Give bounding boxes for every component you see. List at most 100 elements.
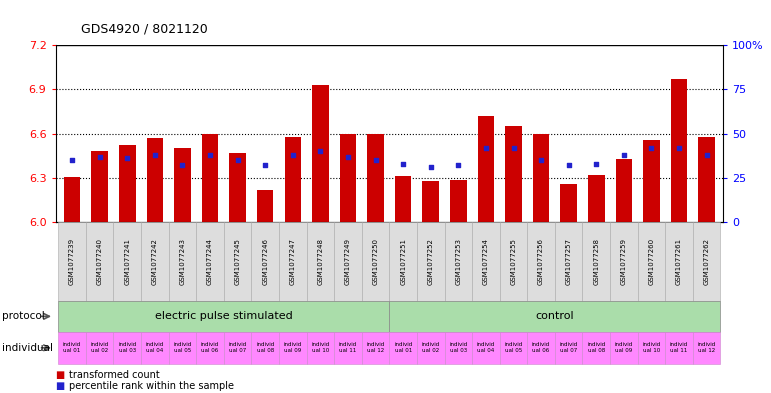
- Text: GSM1077248: GSM1077248: [318, 238, 323, 285]
- Bar: [119, 145, 136, 222]
- Point: [315, 148, 327, 154]
- Point: [287, 152, 299, 158]
- Text: individ
ual 09: individ ual 09: [614, 342, 633, 353]
- Point: [452, 162, 464, 169]
- Text: percentile rank within the sample: percentile rank within the sample: [69, 381, 234, 391]
- Text: GSM1077251: GSM1077251: [400, 238, 406, 285]
- Text: GSM1077252: GSM1077252: [428, 238, 434, 285]
- Point: [231, 157, 244, 163]
- Point: [66, 157, 78, 163]
- Point: [204, 152, 216, 158]
- Bar: [423, 181, 439, 222]
- Text: transformed count: transformed count: [69, 369, 160, 380]
- Bar: [615, 160, 632, 222]
- Bar: [561, 184, 577, 222]
- Text: individ
ual 01: individ ual 01: [394, 342, 412, 353]
- Bar: [340, 134, 356, 222]
- Bar: [478, 116, 494, 222]
- Point: [369, 157, 382, 163]
- Text: individ
ual 06: individ ual 06: [532, 342, 550, 353]
- Text: individ
ual 11: individ ual 11: [338, 342, 357, 353]
- Point: [507, 145, 520, 151]
- Bar: [146, 138, 163, 222]
- Text: electric pulse stimulated: electric pulse stimulated: [155, 311, 293, 321]
- Bar: [395, 176, 412, 222]
- Bar: [699, 137, 715, 222]
- Bar: [671, 79, 687, 222]
- Point: [397, 161, 409, 167]
- Text: individ
ual 02: individ ual 02: [422, 342, 440, 353]
- Point: [645, 145, 658, 151]
- Bar: [284, 137, 301, 222]
- Point: [425, 164, 437, 171]
- Bar: [505, 125, 522, 222]
- Text: GSM1077240: GSM1077240: [96, 238, 103, 285]
- Text: GDS4920 / 8021120: GDS4920 / 8021120: [81, 23, 207, 36]
- Bar: [202, 134, 218, 222]
- Text: GSM1077254: GSM1077254: [483, 238, 489, 285]
- Point: [701, 152, 713, 158]
- Text: individ
ual 05: individ ual 05: [504, 342, 523, 353]
- Text: GSM1077262: GSM1077262: [704, 238, 709, 285]
- Point: [618, 152, 630, 158]
- Text: GSM1077255: GSM1077255: [510, 238, 517, 285]
- Point: [259, 162, 271, 169]
- Text: ■: ■: [56, 369, 65, 380]
- Text: GSM1077247: GSM1077247: [290, 238, 296, 285]
- Point: [93, 154, 106, 160]
- Text: individ
ual 04: individ ual 04: [476, 342, 495, 353]
- Text: GSM1077260: GSM1077260: [648, 238, 655, 285]
- Text: ■: ■: [56, 381, 65, 391]
- Point: [480, 145, 492, 151]
- Text: individ
ual 08: individ ual 08: [256, 342, 274, 353]
- Point: [342, 154, 354, 160]
- Text: GSM1077257: GSM1077257: [566, 238, 571, 285]
- Text: GSM1077245: GSM1077245: [234, 238, 241, 285]
- Bar: [533, 134, 550, 222]
- Text: individ
ual 10: individ ual 10: [642, 342, 661, 353]
- Point: [535, 157, 547, 163]
- Text: GSM1077256: GSM1077256: [538, 238, 544, 285]
- Point: [673, 145, 685, 151]
- Text: individ
ual 07: individ ual 07: [228, 342, 247, 353]
- Text: control: control: [536, 311, 574, 321]
- Text: individ
ual 12: individ ual 12: [366, 342, 385, 353]
- Text: GSM1077249: GSM1077249: [345, 238, 351, 285]
- Point: [149, 152, 161, 158]
- Text: GSM1077241: GSM1077241: [124, 238, 130, 285]
- Text: GSM1077244: GSM1077244: [207, 238, 213, 285]
- Point: [121, 155, 133, 162]
- Bar: [588, 175, 604, 222]
- Text: GSM1077246: GSM1077246: [262, 238, 268, 285]
- Bar: [257, 190, 274, 222]
- Bar: [367, 134, 384, 222]
- Bar: [229, 153, 246, 222]
- Text: individ
ual 12: individ ual 12: [698, 342, 715, 353]
- Point: [177, 162, 189, 169]
- Text: GSM1077253: GSM1077253: [456, 238, 461, 285]
- Text: GSM1077259: GSM1077259: [621, 238, 627, 285]
- Text: individ
ual 02: individ ual 02: [90, 342, 109, 353]
- Bar: [174, 149, 190, 222]
- Bar: [92, 151, 108, 222]
- Text: individ
ual 05: individ ual 05: [173, 342, 191, 353]
- Text: GSM1077239: GSM1077239: [69, 238, 75, 285]
- Text: individ
ual 07: individ ual 07: [560, 342, 577, 353]
- Point: [590, 161, 602, 167]
- Point: [563, 162, 575, 169]
- Text: individ
ual 08: individ ual 08: [588, 342, 605, 353]
- Text: individ
ual 09: individ ual 09: [284, 342, 302, 353]
- Text: GSM1077258: GSM1077258: [593, 238, 599, 285]
- Bar: [450, 180, 466, 222]
- Text: individ
ual 03: individ ual 03: [449, 342, 467, 353]
- Text: individ
ual 01: individ ual 01: [63, 342, 81, 353]
- Text: GSM1077261: GSM1077261: [676, 238, 682, 285]
- Text: individ
ual 11: individ ual 11: [670, 342, 689, 353]
- Bar: [64, 177, 80, 222]
- Text: protocol: protocol: [2, 311, 44, 321]
- Text: individ
ual 06: individ ual 06: [201, 342, 219, 353]
- Text: individ
ual 04: individ ual 04: [146, 342, 164, 353]
- Text: individual: individual: [2, 343, 52, 353]
- Text: individ
ual 10: individ ual 10: [311, 342, 329, 353]
- Bar: [643, 140, 660, 222]
